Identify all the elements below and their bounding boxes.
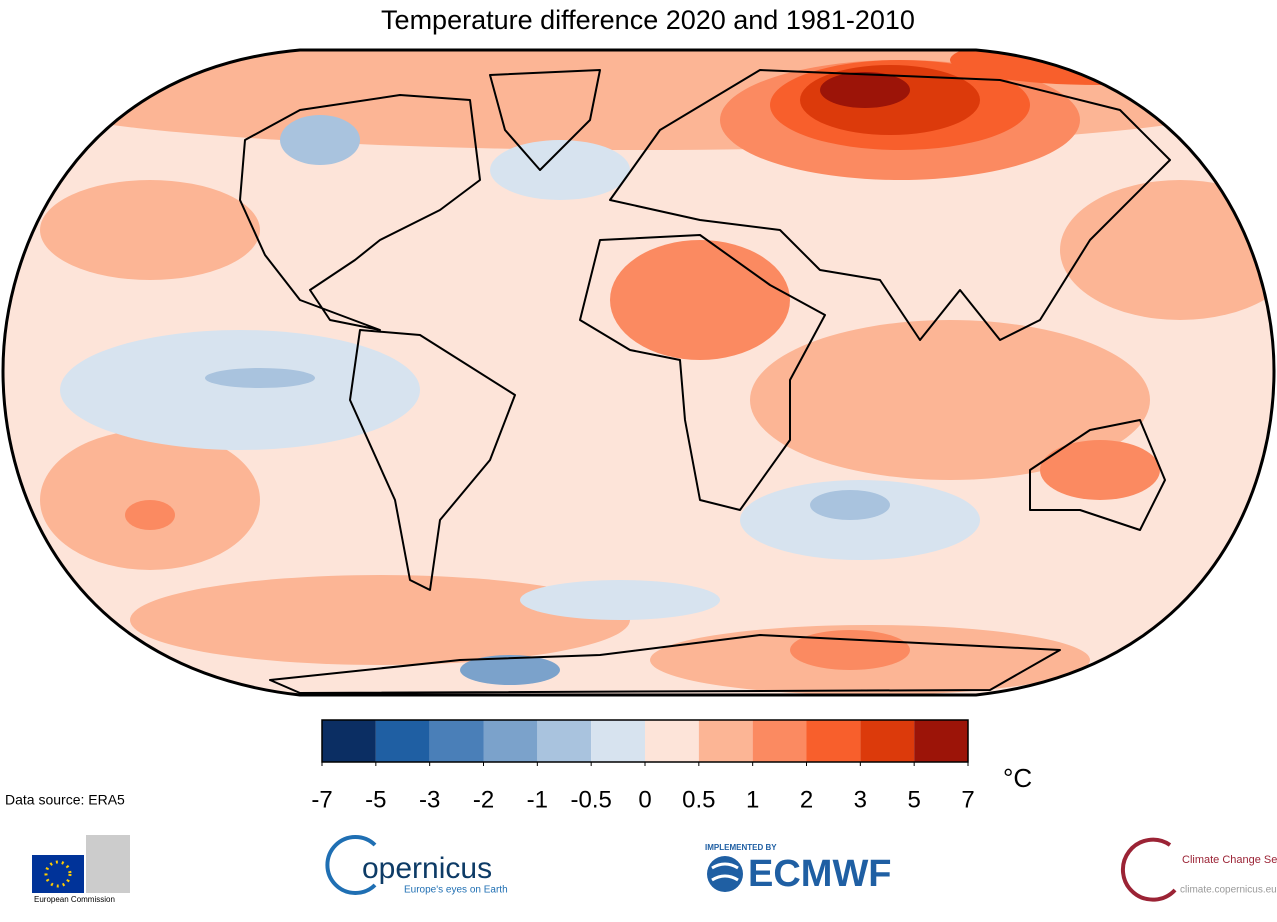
colorbar-bin — [483, 720, 538, 762]
colorbar-bin — [752, 720, 807, 762]
colorbar-tick-label: 0.5 — [682, 786, 715, 813]
c3s-url: climate.copernicus.eu — [1180, 885, 1277, 896]
colorbar-tick-label: 2 — [800, 786, 813, 813]
copernicus-text: opernicus — [362, 852, 492, 885]
colorbar-bin — [645, 720, 699, 762]
colorbar-tick-label: -7 — [311, 786, 332, 813]
title: Temperature difference 2020 and 1981-201… — [381, 5, 915, 35]
colorbar-unit: °C — [1003, 763, 1032, 793]
colorbar-bin — [591, 720, 645, 762]
c3s-title: Climate Change Service — [1182, 854, 1277, 866]
colorbar-tick-label: 5 — [907, 786, 920, 813]
ecmwf-logo: IMPLEMENTED BY ECMWF — [705, 843, 892, 895]
copernicus-tagline: Europe's eyes on Earth — [404, 885, 508, 896]
colorbar-bin — [429, 720, 484, 762]
colorbar: -7 -5 -3 -2 -1 -0.5 0 0.5 1 2 3 5 7 — [311, 719, 975, 813]
colorbar-tick-label: -0.5 — [570, 786, 611, 813]
ecmwf-top: IMPLEMENTED BY — [705, 843, 777, 852]
c3s-logo: Climate Change Service climate.copernicu… — [1120, 837, 1277, 902]
colorbar-bin — [322, 720, 376, 762]
eu-text: European Commission — [34, 895, 115, 904]
colorbar-tick-label: 7 — [961, 786, 974, 813]
colorbar-bin — [698, 720, 753, 762]
data-source: Data source: ERA5 — [5, 792, 125, 808]
colorbar-tick-label: -2 — [473, 786, 494, 813]
map-frame — [1, 48, 1276, 697]
map — [3, 50, 1274, 695]
colorbar-bin — [806, 720, 861, 762]
eu-logo: European Commission — [32, 835, 130, 904]
colorbar-tick-label: 3 — [854, 786, 867, 813]
colorbar-bin — [537, 720, 592, 762]
colorbar-tick-label: 1 — [746, 786, 759, 813]
colorbar-tick-label: 0 — [638, 786, 651, 813]
colorbar-tick-label: -3 — [419, 786, 440, 813]
colorbar-tick-label: -5 — [365, 786, 386, 813]
colorbar-bin — [860, 720, 915, 762]
copernicus-logo: opernicus Europe's eyes on Earth — [325, 835, 508, 896]
colorbar-bin — [914, 720, 968, 762]
colorbar-tick-label: -1 — [527, 786, 548, 813]
ecmwf-text: ECMWF — [748, 853, 892, 895]
colorbar-bin — [375, 720, 430, 762]
